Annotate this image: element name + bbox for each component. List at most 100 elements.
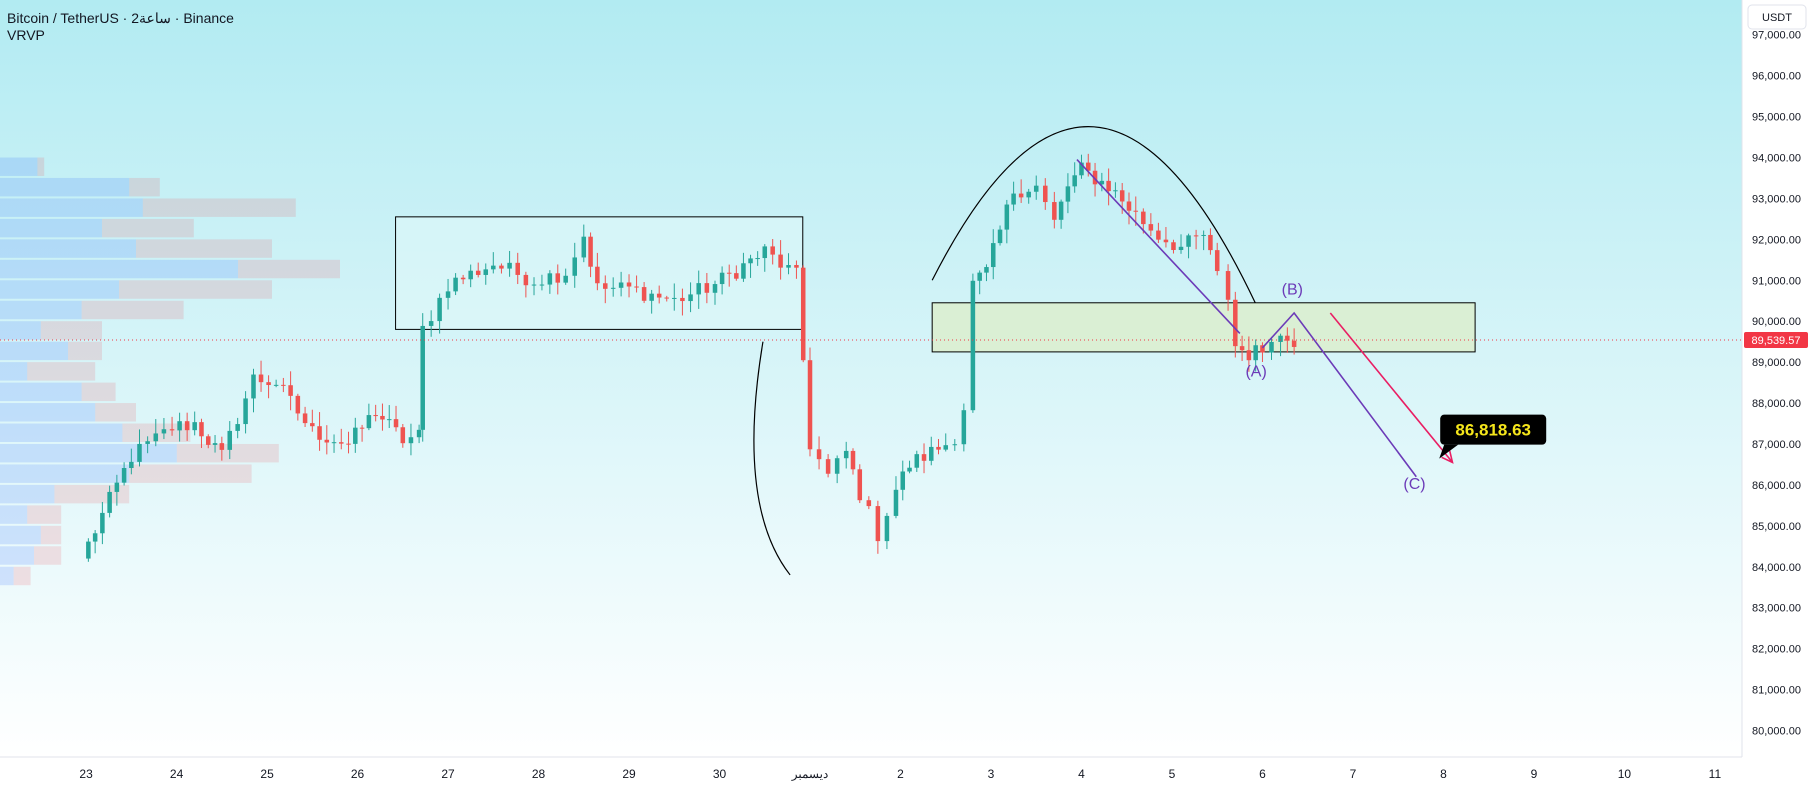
candle-body [794, 265, 799, 268]
candle-body [1133, 210, 1139, 212]
candle-body [970, 280, 976, 411]
vp-sell-bar [176, 443, 279, 463]
vp-sell-bar [27, 362, 96, 381]
abc-wave-path[interactable] [1261, 311, 1417, 478]
candle-body [192, 422, 197, 431]
candle-body [664, 297, 669, 299]
candle-body [1052, 202, 1057, 220]
y-tick-label: 87,000.00 [1752, 439, 1801, 451]
x-tick-label: 26 [351, 767, 365, 781]
candle-body [531, 284, 537, 286]
candle-body [712, 284, 718, 293]
x-tick-label: 27 [441, 767, 455, 781]
candle-body [641, 287, 647, 301]
candle-body [977, 272, 982, 281]
candle-body [1225, 271, 1231, 300]
y-tick-label: 84,000.00 [1752, 562, 1801, 574]
candle-body [153, 433, 159, 442]
candle-body [649, 293, 654, 301]
vp-buy-bar [0, 198, 143, 217]
candle-body [235, 424, 240, 431]
vp-sell-bar [238, 259, 340, 279]
candle-body [380, 415, 385, 420]
current-price-badge [1744, 332, 1808, 349]
candle-body [184, 421, 190, 431]
candle-body [346, 443, 351, 445]
vp-sell-bar [40, 525, 62, 545]
candle-body [656, 293, 662, 298]
candle-body [1092, 170, 1098, 185]
candle-body [302, 413, 308, 424]
currency-unit-label: USDT [1762, 12, 1792, 24]
candle-body [219, 443, 225, 450]
candle-body [1156, 230, 1161, 240]
candle-body [1278, 335, 1283, 342]
vp-sell-bar [81, 300, 184, 320]
y-tick-label: 89,000.00 [1752, 357, 1801, 369]
candle-body [843, 450, 849, 459]
candle-body [408, 437, 414, 444]
downtrend-line[interactable] [1076, 159, 1241, 335]
y-tick-label: 90,000.00 [1752, 316, 1801, 328]
candle-body [523, 274, 529, 286]
candle-body [161, 429, 167, 434]
wave-label: (B) [1282, 282, 1303, 299]
candle-body [1072, 175, 1077, 187]
candle-body [1201, 234, 1206, 236]
candle-body [212, 443, 218, 445]
candle-body [169, 429, 175, 431]
vp-buy-bar [0, 382, 82, 402]
candle-body [1163, 239, 1169, 243]
candle-body [437, 297, 442, 322]
candle-body [900, 471, 906, 490]
support-zone-box[interactable] [931, 302, 1476, 353]
symbol-title[interactable]: Bitcoin / TetherUS · 2ساعة · Binance [7, 10, 234, 26]
target-callout-box[interactable] [1440, 414, 1547, 445]
x-tick-label: 9 [1531, 767, 1538, 781]
candle-body [929, 446, 934, 461]
vp-sell-bar [129, 464, 252, 483]
candle-body [748, 258, 753, 264]
candle-body [1186, 235, 1191, 247]
candle-body [1018, 193, 1024, 198]
y-tick-label: 83,000.00 [1752, 603, 1801, 615]
top-arc-curve[interactable] [931, 126, 1256, 304]
candle-body [997, 229, 1003, 244]
candle-body [137, 443, 142, 462]
candle-body [834, 458, 840, 474]
currency-unit-box[interactable] [1747, 4, 1807, 30]
candle-body [515, 262, 520, 275]
candle-body [1079, 162, 1084, 176]
y-tick-label: 81,000.00 [1752, 685, 1801, 697]
candle-body [416, 429, 422, 438]
candle-body [1171, 242, 1176, 251]
candle-body [696, 283, 701, 295]
projection-arrow-line[interactable] [1329, 312, 1454, 463]
y-tick-label: 80,000.00 [1752, 725, 1801, 737]
candle-body [1011, 193, 1016, 205]
vp-sell-bar [40, 321, 102, 340]
candle-body [704, 283, 710, 293]
candle-body [1233, 299, 1238, 347]
candle-body [762, 246, 768, 259]
x-tick-label: 4 [1078, 767, 1085, 781]
candle-body [1193, 235, 1199, 237]
x-tick-label: 24 [170, 767, 184, 781]
candle-body [1260, 345, 1265, 353]
bottom-arc-curve[interactable] [753, 341, 791, 576]
projection-arrow-head [1441, 450, 1454, 464]
vp-buy-bar [0, 157, 38, 176]
candle-body [1214, 250, 1220, 272]
current-price-label: 89,539.57 [1752, 335, 1801, 347]
vp-buy-bar [0, 300, 82, 320]
indicator-label[interactable]: VRVP [7, 27, 45, 43]
candle-body [1148, 224, 1154, 231]
vp-sell-bar [27, 505, 62, 524]
vp-sell-bar [95, 403, 136, 422]
candle-body [1058, 201, 1064, 220]
y-tick-label: 82,000.00 [1752, 644, 1801, 656]
candle-body [1291, 340, 1297, 347]
candle-body [491, 265, 496, 270]
